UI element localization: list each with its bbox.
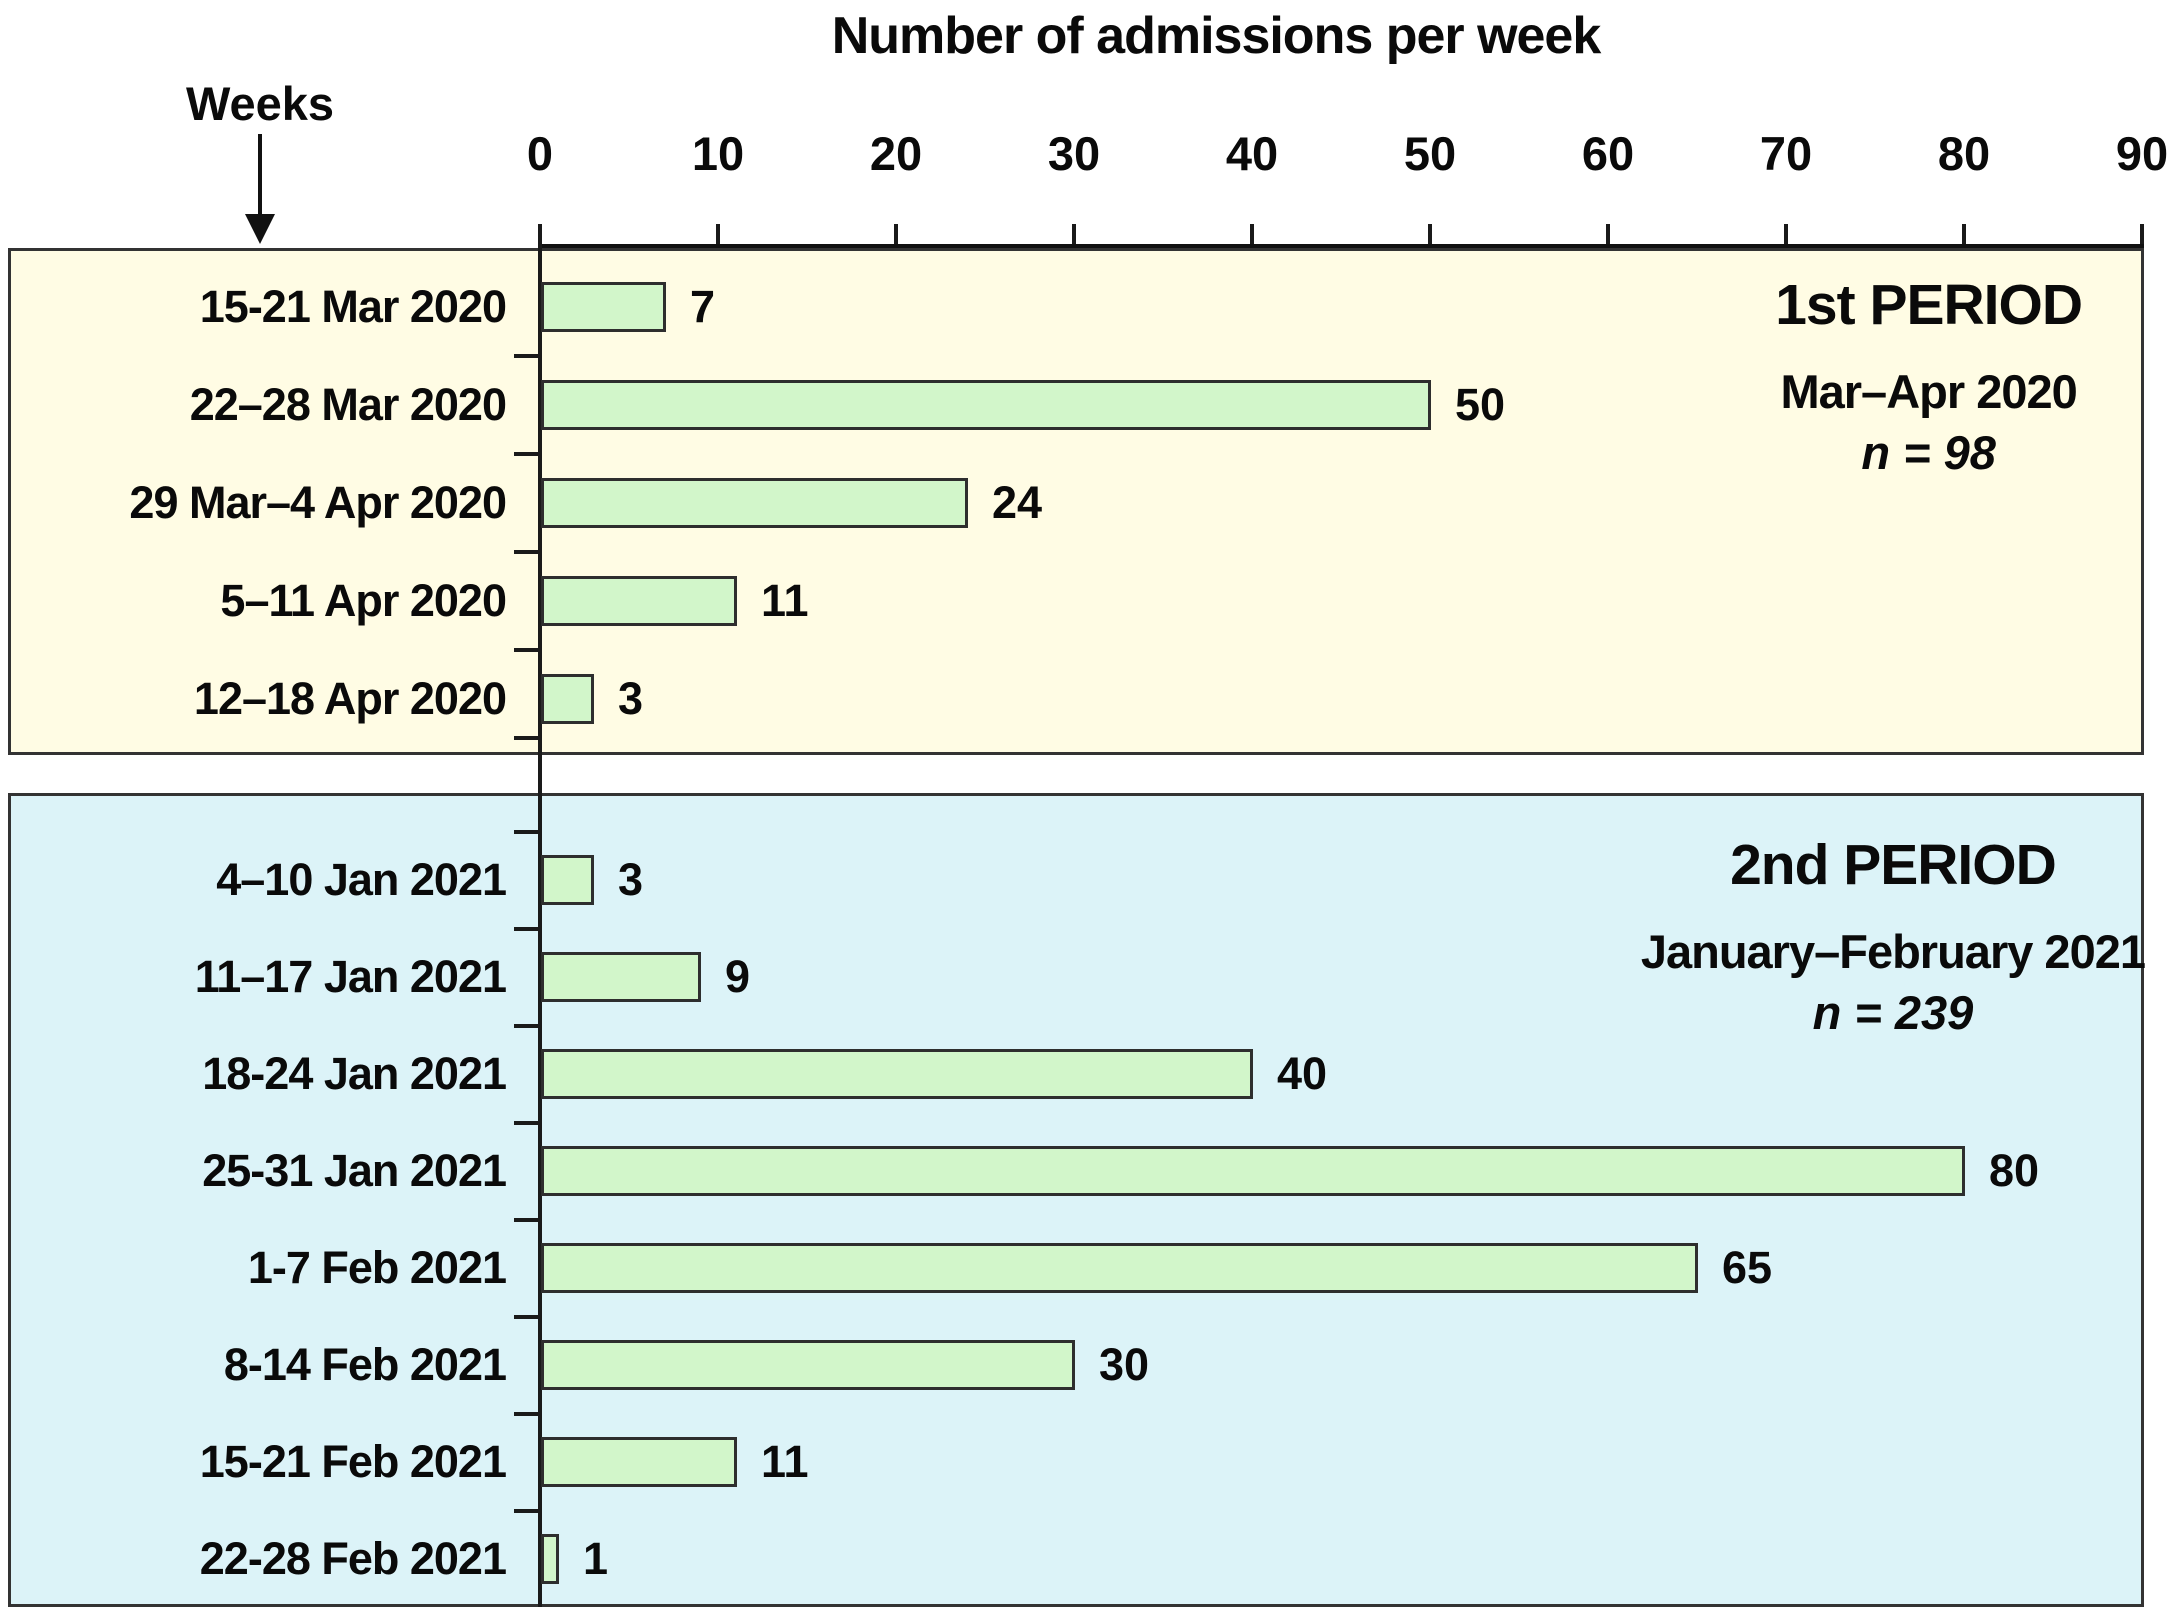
category-tick: [514, 1217, 540, 1222]
row-label: 22-28 Feb 2021: [199, 1533, 507, 1584]
category-tick: [514, 926, 540, 931]
y-axis-line: [538, 224, 542, 1607]
category-tick: [514, 829, 540, 834]
period-1-subtitle: Mar–Apr 2020: [1780, 365, 2077, 418]
x-tick-label: 10: [691, 127, 745, 180]
value-label: 3: [618, 854, 644, 905]
weeks-axis-title: Weeks: [185, 77, 335, 130]
x-tick: [716, 224, 720, 246]
period-1-n-count: n = 98: [1861, 426, 1996, 479]
row-label: 12–18 Apr 2020: [193, 673, 507, 724]
period-2-panel: [8, 793, 2144, 1607]
x-tick-label: 80: [1937, 127, 1991, 180]
x-tick: [2140, 224, 2144, 246]
category-tick: [514, 1023, 540, 1028]
row-label: 5–11 Apr 2020: [220, 575, 507, 626]
period-2-n-count: n = 239: [1812, 986, 1974, 1039]
bar: [541, 1243, 1698, 1293]
row-label: 8-14 Feb 2021: [223, 1339, 507, 1390]
row-label: 18-24 Jan 2021: [202, 1048, 507, 1099]
bar: [541, 855, 594, 905]
value-label: 30: [1099, 1339, 1150, 1390]
x-tick: [1250, 224, 1254, 246]
x-tick-label: 50: [1403, 127, 1457, 180]
weeks-arrow-line: [258, 134, 262, 216]
bar: [541, 674, 594, 724]
row-label: 1-7 Feb 2021: [247, 1242, 507, 1293]
category-tick: [514, 452, 540, 456]
row-label: 15-21 Feb 2021: [199, 1436, 507, 1487]
x-tick-label: 70: [1759, 127, 1813, 180]
value-label: 65: [1722, 1242, 1773, 1293]
category-tick: [514, 1120, 540, 1125]
bar: [541, 1340, 1075, 1390]
x-tick-label: 40: [1225, 127, 1279, 180]
bar: [541, 1437, 737, 1487]
x-tick: [1784, 224, 1788, 246]
x-tick: [1428, 224, 1432, 246]
x-tick-label: 30: [1047, 127, 1101, 180]
bar: [541, 478, 968, 528]
category-tick: [514, 736, 540, 740]
x-tick-label: 90: [2115, 127, 2169, 180]
period-2-title: 2nd PERIOD: [1730, 833, 2057, 897]
row-label: 22–28 Mar 2020: [189, 379, 507, 430]
row-label: 4–10 Jan 2021: [216, 854, 507, 905]
x-tick: [1962, 224, 1966, 246]
period-1-panel: [8, 248, 2144, 755]
bar: [541, 576, 737, 626]
value-label: 80: [1989, 1145, 2040, 1196]
weeks-arrow-head-icon: [245, 214, 275, 244]
bar: [541, 952, 701, 1002]
bar: [541, 1049, 1253, 1099]
x-tick: [1606, 224, 1610, 246]
value-label: 11: [761, 1436, 809, 1487]
category-tick: [514, 354, 540, 358]
bar: [541, 1146, 1965, 1196]
value-label: 1: [583, 1533, 609, 1584]
category-tick: [514, 1508, 540, 1513]
category-tick: [514, 550, 540, 554]
bar: [541, 282, 666, 332]
value-label: 9: [725, 951, 751, 1002]
period-2-header: 2nd PERIOD January–February 2021 n = 239: [1640, 832, 2146, 1044]
bar: [541, 380, 1431, 430]
row-label: 25-31 Jan 2021: [202, 1145, 507, 1196]
row-label: 29 Mar–4 Apr 2020: [129, 477, 507, 528]
period-1-header: 1st PERIOD Mar–Apr 2020 n = 98: [1775, 272, 2083, 484]
value-label: 24: [992, 477, 1043, 528]
value-label: 7: [690, 281, 716, 332]
row-label: 11–17 Jan 2021: [194, 951, 507, 1002]
period-2-subtitle: January–February 2021: [1640, 925, 2146, 978]
x-tick-label: 20: [869, 127, 923, 180]
x-tick: [1072, 224, 1076, 246]
x-tick-label: 0: [526, 127, 554, 180]
chart-title: Number of admissions per week: [831, 7, 1602, 65]
category-tick: [514, 648, 540, 652]
value-label: 40: [1277, 1048, 1328, 1099]
category-tick: [514, 1411, 540, 1416]
x-tick: [894, 224, 898, 246]
bar: [541, 1534, 559, 1584]
value-label: 50: [1455, 379, 1506, 430]
x-tick-label: 60: [1581, 127, 1635, 180]
value-label: 11: [761, 575, 809, 626]
period-1-title: 1st PERIOD: [1775, 273, 2083, 337]
category-tick: [514, 1314, 540, 1319]
row-label: 15-21 Mar 2020: [199, 281, 507, 332]
value-label: 3: [618, 673, 644, 724]
x-axis-line: [539, 244, 2144, 249]
